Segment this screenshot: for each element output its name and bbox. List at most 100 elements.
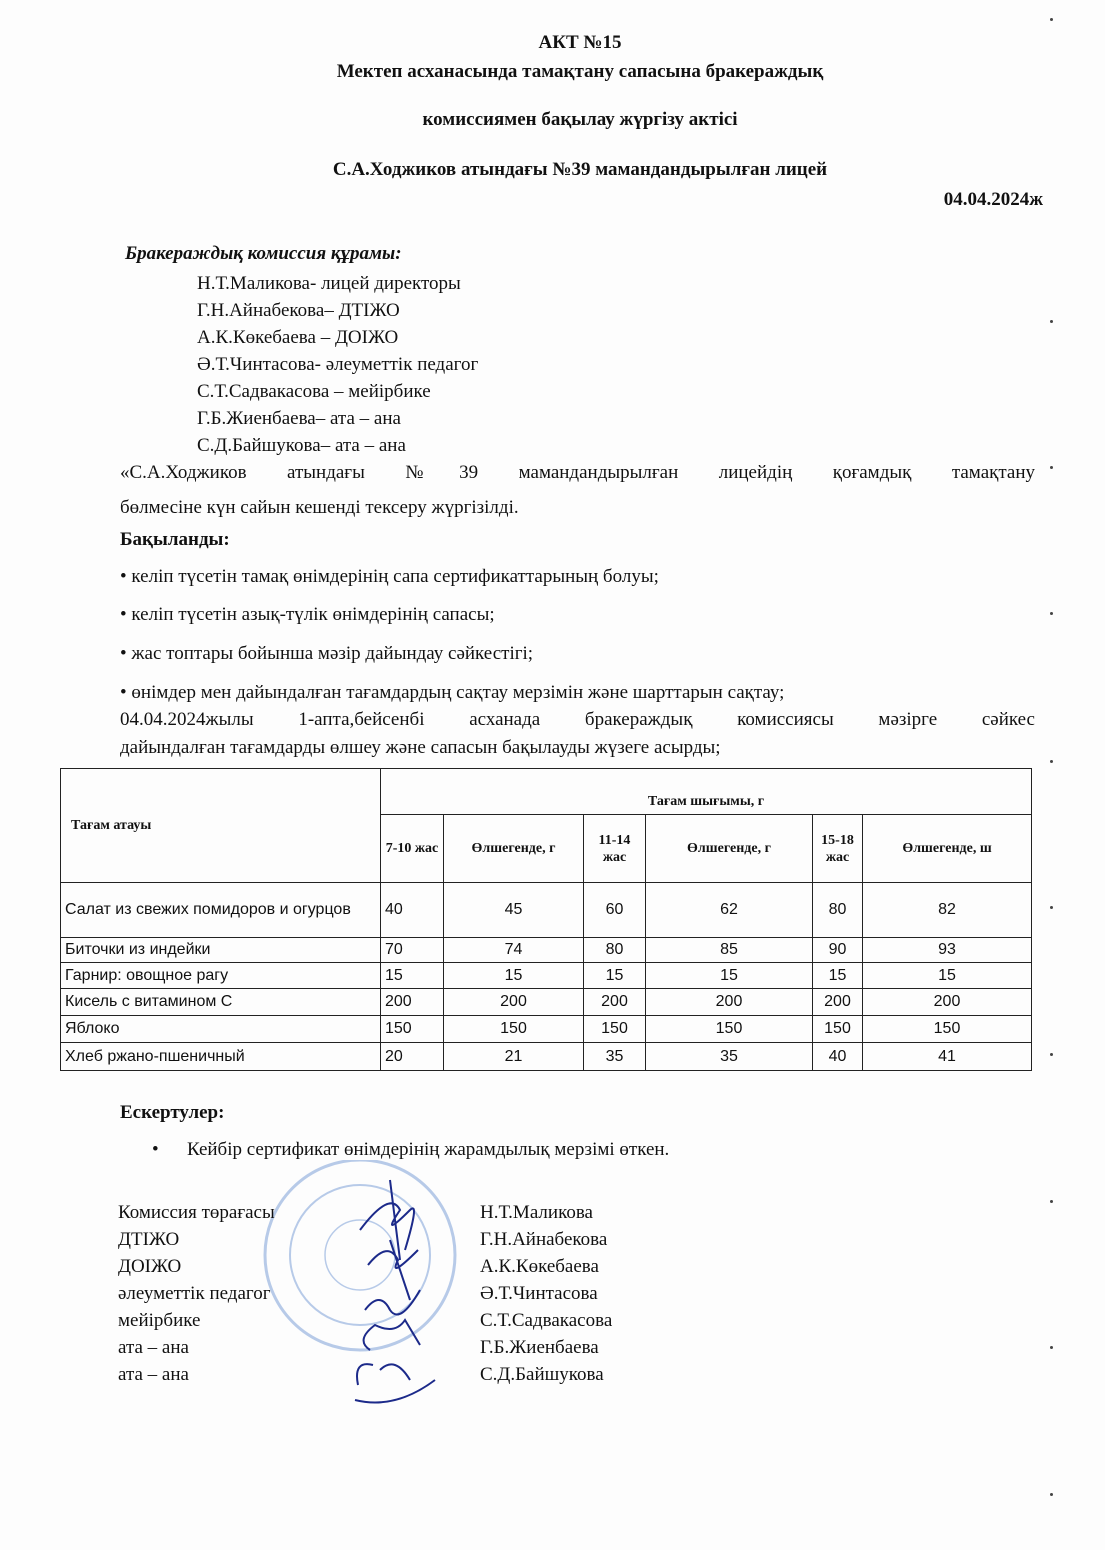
- signature-scribbles: [354, 1179, 436, 1404]
- stamp-and-signatures: [263, 1160, 457, 1404]
- act-subtitle-2: комиссиямен бақылау жүргізу актісі: [422, 109, 738, 130]
- col-header: 15-18 жас: [812, 814, 863, 883]
- col-header: Өлшегенде, ш: [862, 814, 1032, 883]
- portion-value: 40: [812, 1042, 863, 1071]
- portion-value: 70: [380, 937, 444, 963]
- portion-value: 15: [645, 962, 813, 989]
- portion-value: 150: [812, 1015, 863, 1043]
- yield-group-header: Тағам шығымы, г: [380, 768, 1032, 815]
- table-row: Салат из свежих помидоров и огурцов 40 45 6…: [60, 882, 1032, 938]
- portion-value: 80: [583, 937, 646, 963]
- notes-heading: Ескертулер:: [120, 1102, 225, 1123]
- portion-value: 200: [862, 988, 1032, 1016]
- col-header: Өлшегенде, г: [645, 814, 813, 883]
- summary-line-2: дайындалған тағамдарды өлшеу және сапасы…: [120, 737, 721, 758]
- portion-value: 80: [812, 882, 863, 938]
- col-header: Өлшегенде, г: [443, 814, 584, 883]
- signature-name: С.Т.Садвакасова: [480, 1310, 613, 1331]
- member: Г.Н.Айнабекова– ДТІЖО: [197, 300, 400, 321]
- signature-role: ата – ана: [118, 1337, 189, 1358]
- portion-value: 74: [443, 937, 584, 963]
- food-name: Салат из свежих помидоров и огурцов: [60, 882, 381, 938]
- intro-line-2: бөлмесіне күн сайын кешенді тексеру жүрг…: [120, 497, 519, 518]
- portion-value: 93: [862, 937, 1032, 963]
- table-row: Гарнир: овощное рагу 15 15 15 15 15 15: [60, 962, 1032, 989]
- act-title: АКТ №15: [538, 32, 622, 53]
- portion-value: 200: [812, 988, 863, 1016]
- portion-value: 200: [583, 988, 646, 1016]
- member: С.Д.Байшукова– ата – ана: [197, 435, 406, 456]
- portion-value: 20: [380, 1042, 444, 1071]
- portion-value: 82: [862, 882, 1032, 938]
- checked-item: • өнімдер мен дайындалған тағамдардың са…: [120, 682, 785, 703]
- table-row: Биточки из индейки 70 74 80 85 90 93: [60, 937, 1032, 963]
- portion-value: 41: [862, 1042, 1032, 1071]
- portion-value: 21: [443, 1042, 584, 1071]
- col-header: 11-14 жас: [583, 814, 646, 883]
- portion-value: 150: [645, 1015, 813, 1043]
- signature-name: А.К.Көкебаева: [480, 1256, 599, 1277]
- checked-item: • келіп түсетін тамақ өнімдерінің сапа с…: [120, 566, 659, 587]
- portion-value: 15: [812, 962, 863, 989]
- signature-role: ДТІЖО: [118, 1229, 180, 1250]
- portion-value: 150: [380, 1015, 444, 1043]
- note-item: Кейбір сертификат өнімдерінің жарамдылық…: [187, 1139, 670, 1160]
- portion-value: 90: [812, 937, 863, 963]
- signature-role: әлеуметтік педагог: [118, 1283, 271, 1304]
- checked-heading: Бақыланды:: [120, 529, 230, 550]
- portion-value: 62: [645, 882, 813, 938]
- signature-name: Ә.Т.Чинтасова: [480, 1283, 598, 1304]
- member: С.Т.Садвакасова – мейірбике: [197, 381, 431, 402]
- portion-value: 35: [583, 1042, 646, 1071]
- portion-value: 200: [443, 988, 584, 1016]
- member: Н.Т.Маликова- лицей директоры: [197, 273, 461, 294]
- signature-name: Г.Н.Айнабекова: [480, 1229, 608, 1250]
- col-name-header: Тағам атауы: [60, 768, 381, 883]
- signature-role: ата – ана: [118, 1364, 189, 1385]
- table-row: Хлеб ржано-пшеничный 20 21 35 35 40 41: [60, 1042, 1032, 1071]
- portion-table: Тағам атауы Тағам шығымы, г 7-10 жас Өлш…: [60, 768, 1032, 1071]
- food-name: Гарнир: овощное рагу: [60, 962, 381, 989]
- table-row: Кисель с витамином С 200 200 200 200 200 200: [60, 988, 1032, 1016]
- intro-line-1: «С.А.Ходжиков атындағы №39 мамандандырыл…: [120, 462, 1035, 483]
- food-name: Биточки из индейки: [60, 937, 381, 963]
- portion-value: 15: [443, 962, 584, 989]
- signature-role: ДОІЖО: [118, 1256, 182, 1277]
- signature-role: Комиссия төрағасы: [118, 1202, 275, 1223]
- checked-item: • келіп түсетін азық-түлік өнімдерінің с…: [120, 604, 495, 625]
- signature-name: Г.Б.Жиенбаева: [480, 1337, 599, 1358]
- portion-value: 200: [645, 988, 813, 1016]
- portion-value: 15: [380, 962, 444, 989]
- round-stamp: [263, 1160, 457, 1352]
- portion-value: 150: [583, 1015, 646, 1043]
- signature-name: С.Д.Байшукова: [480, 1364, 604, 1385]
- portion-value: 85: [645, 937, 813, 963]
- portion-value: 15: [583, 962, 646, 989]
- member: А.К.Көкебаева – ДОІЖО: [197, 327, 399, 348]
- member: Г.Б.Жиенбаева– ата – ана: [197, 408, 401, 429]
- notes-bullet: •: [152, 1139, 159, 1160]
- signature-role: мейірбике: [118, 1310, 201, 1331]
- portion-value: 15: [862, 962, 1032, 989]
- summary-line-1: 04.04.2024жылы 1-апта,бейсенбі асханада …: [120, 709, 1035, 730]
- food-name: Яблоко: [60, 1015, 381, 1043]
- act-subtitle-1: Мектеп асханасында тамақтану сапасына бр…: [336, 61, 824, 82]
- act-date: 04.04.2024ж: [943, 189, 1043, 210]
- checked-item: • жас топтары бойынша мәзір дайындау сәй…: [120, 643, 534, 664]
- portion-value: 150: [862, 1015, 1032, 1043]
- signature-name: Н.Т.Маликова: [480, 1202, 593, 1223]
- food-name: Кисель с витамином С: [60, 988, 381, 1016]
- portion-value: 35: [645, 1042, 813, 1071]
- portion-value: 200: [380, 988, 444, 1016]
- commission-heading: Бракераждық комиссия құрамы:: [125, 243, 402, 264]
- school-name: С.А.Ходжиков атындағы №39 мамандандырылғ…: [332, 159, 828, 180]
- table-row: Яблоко 150 150 150 150 150 150: [60, 1015, 1032, 1043]
- member: Ә.Т.Чинтасова- әлеуметтік педагог: [197, 354, 479, 375]
- col-header: 7-10 жас: [380, 814, 444, 883]
- portion-value: 45: [443, 882, 584, 938]
- portion-value: 40: [380, 882, 444, 938]
- portion-value: 150: [443, 1015, 584, 1043]
- portion-value: 60: [583, 882, 646, 938]
- food-name: Хлеб ржано-пшеничный: [60, 1042, 381, 1071]
